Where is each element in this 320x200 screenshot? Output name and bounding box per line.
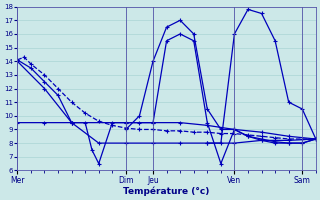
- X-axis label: Température (°c): Température (°c): [124, 186, 210, 196]
